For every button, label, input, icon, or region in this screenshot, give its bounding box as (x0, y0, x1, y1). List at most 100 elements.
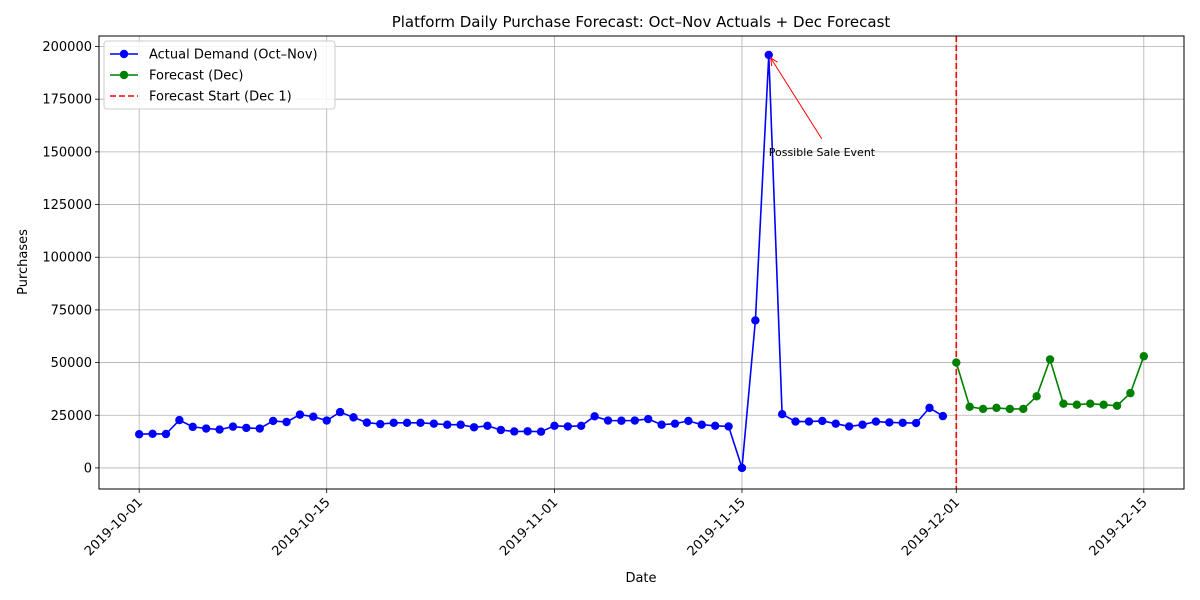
data-point (335, 407, 345, 417)
data-point (1005, 404, 1015, 414)
data-point (670, 419, 680, 428)
data-point (523, 427, 532, 436)
data-point (885, 418, 894, 427)
data-point (858, 420, 867, 429)
legend-swatch-marker (119, 49, 129, 59)
series-forecast (952, 352, 1149, 414)
data-point (724, 422, 733, 431)
data-point (536, 427, 546, 436)
data-point (657, 420, 666, 429)
data-point (577, 421, 586, 430)
data-point (938, 411, 948, 421)
legend-label: Actual Demand (Oct–Nov) (149, 48, 318, 63)
y-axis: 0 25000 50000 75000 100000 125000 150000 175000… (42, 40, 99, 476)
data-point (697, 420, 706, 429)
chart-title: Platform Daily Purchase Forecast: Oct–No… (392, 13, 891, 31)
data-point (175, 415, 184, 425)
data-point (362, 418, 372, 427)
x-axis-label: Date (625, 571, 656, 586)
y-axis-label: Purchases (16, 229, 31, 295)
data-point (630, 416, 640, 425)
data-point (255, 424, 264, 433)
data-point (737, 463, 747, 473)
data-point (898, 418, 907, 428)
data-point (389, 418, 398, 428)
data-point (764, 50, 773, 60)
data-point (978, 404, 988, 414)
data-point (134, 430, 144, 439)
legend-label: Forecast (Dec) (149, 69, 243, 84)
data-point (550, 421, 559, 430)
data-point (751, 316, 760, 325)
data-point (1099, 400, 1108, 409)
y-tick-label: 125000 (42, 198, 92, 213)
data-point (925, 403, 934, 413)
annotation-label: Possible Sale Event (769, 146, 876, 159)
legend: Actual Demand (Oct–Nov) Forecast (Dec) For… (103, 40, 336, 110)
data-point (791, 417, 800, 426)
legend-box (103, 40, 336, 110)
data-point (469, 423, 479, 432)
series-actual (134, 50, 948, 473)
data-point (228, 422, 238, 431)
grid (99, 36, 1184, 489)
data-point (349, 413, 358, 422)
data-point (483, 421, 492, 430)
data-point (804, 417, 814, 426)
data-point (643, 414, 653, 424)
data-point (871, 417, 881, 426)
y-tick-label: 0 (84, 461, 92, 476)
data-point (590, 412, 599, 421)
data-point (443, 420, 452, 429)
data-point (684, 416, 693, 426)
annotation-arrow (770, 57, 823, 140)
data-point (188, 422, 197, 432)
data-point (831, 419, 840, 428)
data-point (456, 420, 465, 429)
y-tick-label: 75000 (51, 303, 92, 318)
legend-item: Forecast Start (Dec 1) (110, 90, 292, 105)
data-point (322, 416, 331, 425)
data-point (1045, 355, 1055, 364)
y-tick-label: 150000 (42, 145, 92, 160)
y-tick-label: 175000 (42, 93, 92, 108)
data-point (1032, 392, 1041, 401)
data-point (818, 416, 827, 426)
data-point (1112, 401, 1122, 410)
data-point (992, 403, 1001, 413)
data-point (710, 421, 720, 430)
data-point (402, 418, 412, 428)
data-point (777, 410, 787, 419)
data-point (563, 422, 573, 431)
data-point (603, 416, 613, 425)
legend-swatch-marker (119, 70, 129, 80)
data-point (617, 416, 626, 425)
data-point (376, 419, 385, 429)
data-point (148, 429, 157, 438)
annotation-arrowhead (770, 56, 778, 66)
data-point (911, 418, 921, 428)
data-point (1139, 352, 1149, 361)
data-point (1126, 388, 1135, 398)
data-point (161, 429, 171, 439)
y-tick-label: 100000 (42, 251, 92, 266)
data-point (1059, 399, 1068, 408)
y-tick-label: 200000 (42, 40, 92, 55)
data-point (844, 422, 854, 431)
annotation-layer: Possible Sale Event (769, 56, 876, 159)
data-point (952, 358, 961, 367)
data-point (416, 418, 425, 428)
series-layer (134, 50, 1149, 473)
data-point (268, 416, 278, 426)
data-point (965, 402, 974, 412)
data-point (429, 419, 439, 428)
y-tick-label: 50000 (51, 356, 92, 371)
legend-item: Actual Demand (Oct–Nov) (110, 48, 318, 63)
data-point (510, 427, 519, 436)
data-point (282, 417, 291, 427)
data-point (1019, 404, 1028, 414)
legend-item: Forecast (Dec) (110, 69, 243, 84)
data-point (295, 410, 305, 419)
y-tick-label: 25000 (51, 409, 92, 424)
